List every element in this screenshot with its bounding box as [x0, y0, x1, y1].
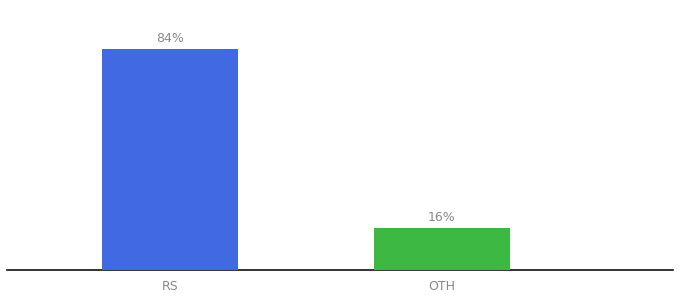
Bar — [374, 228, 510, 270]
Text: 84%: 84% — [156, 32, 184, 45]
Text: 16%: 16% — [428, 211, 456, 224]
Bar — [102, 49, 238, 270]
